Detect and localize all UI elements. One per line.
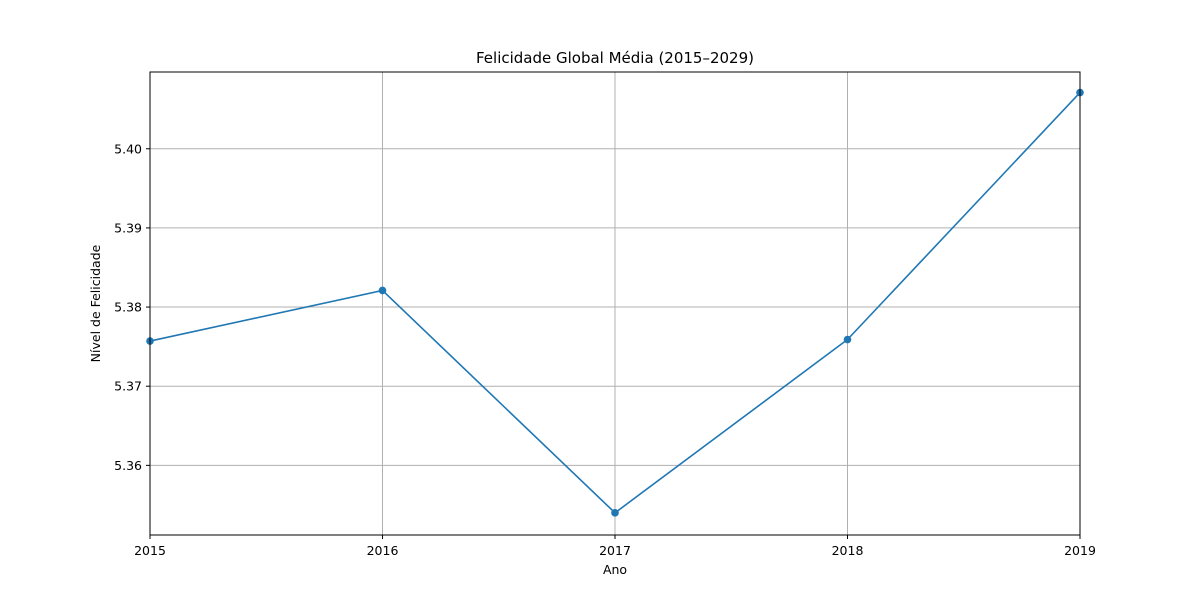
data-point-marker xyxy=(611,509,619,517)
axis-ticks: 2015 2016 2017 2018 2019 5.36 5.37 5.38 5.39 5.40 xyxy=(114,141,1096,558)
y-tick-label: 5.39 xyxy=(114,220,142,235)
x-tick-label: 2018 xyxy=(832,543,864,558)
x-tick-label: 2017 xyxy=(599,543,631,558)
y-tick-label: 5.38 xyxy=(114,300,142,315)
x-axis-label: Ano xyxy=(603,562,627,577)
data-point-marker xyxy=(378,286,387,295)
y-axis-label: Nível de Felicidade xyxy=(88,244,103,362)
x-tick-label: 2015 xyxy=(134,543,166,558)
x-tick-label: 2019 xyxy=(1064,543,1096,558)
y-tick-label: 5.37 xyxy=(114,379,142,394)
x-tick-label: 2016 xyxy=(367,543,399,558)
chart-title: Felicidade Global Média (2015–2029) xyxy=(476,49,754,67)
y-tick-label: 5.40 xyxy=(114,141,142,156)
data-point-marker xyxy=(843,335,852,344)
y-tick-label: 5.36 xyxy=(114,458,142,473)
